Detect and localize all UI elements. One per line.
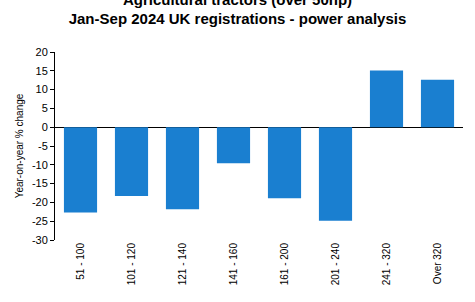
svg-text:5: 5 bbox=[42, 102, 48, 114]
svg-text:0: 0 bbox=[42, 121, 48, 133]
svg-text:15: 15 bbox=[36, 65, 48, 77]
svg-text:161 - 200: 161 - 200 bbox=[279, 243, 290, 286]
svg-text:101 - 120: 101 - 120 bbox=[126, 243, 137, 286]
svg-text:-20: -20 bbox=[32, 196, 48, 208]
svg-text:Agricultural tractors (over 50: Agricultural tractors (over 50hp)Jan-Sep… bbox=[69, 0, 407, 27]
svg-text:Year-on-year % change: Year-on-year % change bbox=[14, 93, 25, 198]
svg-text:121 - 140: 121 - 140 bbox=[177, 243, 188, 286]
svg-text:51 - 100: 51 - 100 bbox=[75, 243, 86, 280]
svg-text:-5: -5 bbox=[38, 140, 48, 152]
svg-text:-15: -15 bbox=[32, 177, 48, 189]
svg-text:141 - 160: 141 - 160 bbox=[228, 243, 239, 286]
svg-text:201 - 240: 201 - 240 bbox=[330, 243, 341, 286]
svg-text:-10: -10 bbox=[32, 159, 48, 171]
svg-text:-30: -30 bbox=[32, 234, 48, 246]
svg-text:Over 320: Over 320 bbox=[432, 243, 443, 285]
svg-text:-25: -25 bbox=[32, 215, 48, 227]
svg-text:10: 10 bbox=[36, 83, 48, 95]
svg-text:20: 20 bbox=[36, 46, 48, 58]
svg-text:241 - 320: 241 - 320 bbox=[381, 243, 392, 286]
